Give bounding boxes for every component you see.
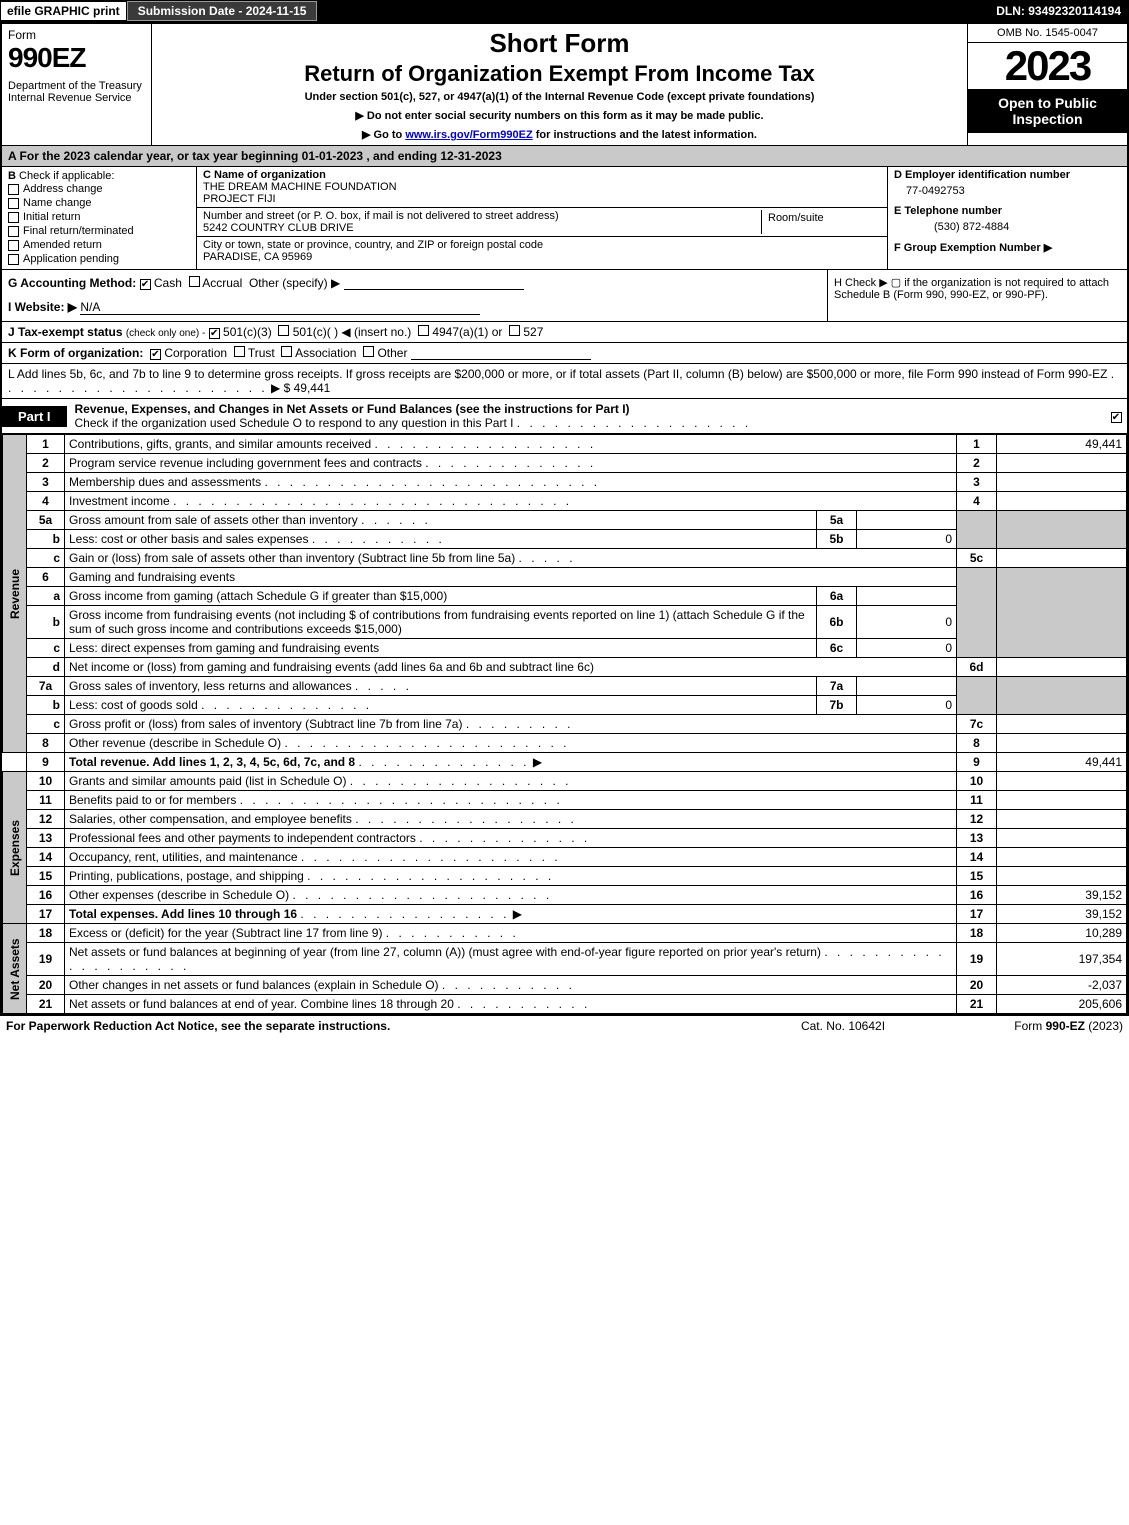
footer: For Paperwork Reduction Act Notice, see … (0, 1016, 1129, 1036)
website-value: N/A (80, 300, 100, 314)
dln: DLN: 93492320114194 (988, 2, 1129, 20)
instruction-1: ▶ Do not enter social security numbers o… (158, 109, 961, 122)
tax-year: 2023 (968, 43, 1127, 89)
lines-table: Revenue 1 Contributions, gifts, grants, … (2, 434, 1127, 1014)
street-value: 5242 COUNTRY CLUB DRIVE (203, 222, 354, 234)
section-bcdef: B Check if applicable: Address change Na… (2, 167, 1127, 270)
part1-tag: Part I (2, 406, 67, 427)
footer-cat: Cat. No. 10642I (743, 1019, 943, 1033)
header-right: OMB No. 1545-0047 2023 Open to Public In… (967, 24, 1127, 145)
open-to-public: Open to Public Inspection (968, 89, 1127, 133)
chk-schedule-o[interactable] (1111, 412, 1122, 423)
chk-association[interactable] (281, 346, 292, 357)
row-j: J Tax-exempt status (check only one) - 5… (2, 322, 1127, 343)
footer-right: Form 990-EZ (2023) (943, 1019, 1123, 1033)
room-suite: Room/suite (761, 210, 881, 234)
city-value: PARADISE, CA 95969 (203, 251, 312, 263)
row-l: L Add lines 5b, 6c, and 7b to line 9 to … (2, 364, 1127, 399)
omb-number: OMB No. 1545-0047 (968, 24, 1127, 43)
chk-other-org[interactable] (363, 346, 374, 357)
col-d: D Employer identification number 77-0492… (887, 167, 1127, 269)
irs-link[interactable]: www.irs.gov/Form990EZ (405, 129, 532, 141)
street-label: Number and street (or P. O. box, if mail… (203, 210, 559, 222)
header-left: Form 990EZ Department of the Treasury In… (2, 24, 152, 145)
form-number: 990EZ (8, 42, 145, 74)
form-header: Form 990EZ Department of the Treasury In… (2, 24, 1127, 146)
c-name-label: C Name of organization (203, 169, 326, 181)
chk-501c3[interactable] (209, 328, 220, 339)
chk-application-pending[interactable] (8, 254, 19, 265)
instruction-2: ▶ Go to www.irs.gov/Form990EZ for instru… (158, 128, 961, 141)
footer-left: For Paperwork Reduction Act Notice, see … (6, 1019, 743, 1033)
submission-date: Submission Date - 2024-11-15 (127, 1, 318, 21)
ein-label: D Employer identification number (894, 169, 1121, 181)
chk-trust[interactable] (234, 346, 245, 357)
return-title: Return of Organization Exempt From Incom… (158, 61, 961, 87)
tel-value: (530) 872-4884 (894, 217, 1121, 241)
form-container: Form 990EZ Department of the Treasury In… (0, 22, 1129, 1016)
part1-header: Part I Revenue, Expenses, and Changes in… (2, 399, 1127, 434)
col-c: C Name of organization THE DREAM MACHINE… (197, 167, 887, 269)
expenses-label: Expenses (3, 772, 27, 924)
org-name-1: THE DREAM MACHINE FOUNDATION (203, 181, 397, 193)
chk-amended-return[interactable] (8, 240, 19, 251)
ein-value: 77-0492753 (894, 181, 1121, 205)
chk-final-return[interactable] (8, 226, 19, 237)
netassets-label: Net Assets (3, 924, 27, 1014)
group-exemption: F Group Exemption Number ▶ (894, 241, 1121, 254)
chk-501c[interactable] (278, 325, 289, 336)
efile-print[interactable]: efile GRAPHIC print (0, 1, 127, 21)
l-amount: ▶ $ 49,441 (271, 381, 330, 395)
top-bar: efile GRAPHIC print Submission Date - 20… (0, 0, 1129, 22)
header-middle: Short Form Return of Organization Exempt… (152, 24, 967, 145)
org-name-2: PROJECT FIJI (203, 193, 276, 205)
form-word: Form (8, 28, 145, 42)
h-box: H Check ▶ ▢ if the organization is not r… (827, 270, 1127, 321)
chk-cash[interactable] (140, 279, 151, 290)
row-a: A For the 2023 calendar year, or tax yea… (2, 146, 1127, 167)
col-b: B Check if applicable: Address change Na… (2, 167, 197, 269)
short-form-title: Short Form (158, 28, 961, 59)
chk-corporation[interactable] (150, 349, 161, 360)
chk-527[interactable] (509, 325, 520, 336)
tel-label: E Telephone number (894, 205, 1121, 217)
city-label: City or town, state or province, country… (203, 239, 543, 251)
chk-name-change[interactable] (8, 198, 19, 209)
revenue-label: Revenue (3, 435, 27, 753)
subhead: Under section 501(c), 527, or 4947(a)(1)… (158, 91, 961, 103)
chk-initial-return[interactable] (8, 212, 19, 223)
department: Department of the Treasury Internal Reve… (8, 80, 145, 104)
gh-row: G Accounting Method: Cash Accrual Other … (2, 270, 1127, 322)
row-k: K Form of organization: Corporation Trus… (2, 343, 1127, 364)
chk-4947[interactable] (418, 325, 429, 336)
chk-address-change[interactable] (8, 184, 19, 195)
chk-accrual[interactable] (189, 276, 200, 287)
